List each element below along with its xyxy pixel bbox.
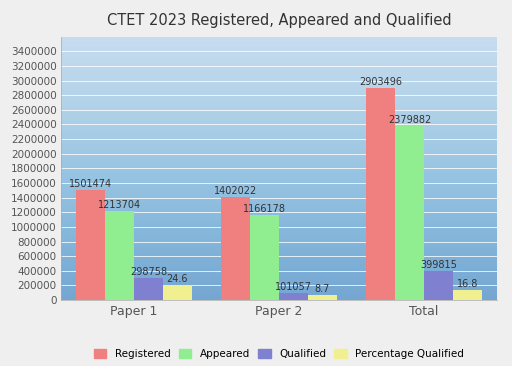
Bar xyxy=(163,285,192,300)
Text: 298758: 298758 xyxy=(130,267,167,277)
Text: 101057: 101057 xyxy=(275,282,312,292)
Bar xyxy=(279,293,308,300)
Bar xyxy=(453,290,482,300)
Text: 16.8: 16.8 xyxy=(457,279,478,289)
Text: 1402022: 1402022 xyxy=(214,186,257,197)
Text: 1166178: 1166178 xyxy=(243,204,286,214)
Bar xyxy=(250,215,279,300)
Title: CTET 2023 Registered, Appeared and Qualified: CTET 2023 Registered, Appeared and Quali… xyxy=(106,14,452,29)
Text: 2903496: 2903496 xyxy=(359,76,402,86)
Text: 24.6: 24.6 xyxy=(167,274,188,284)
Text: 1213704: 1213704 xyxy=(98,200,141,210)
Bar xyxy=(105,211,134,300)
Text: 8.7: 8.7 xyxy=(315,284,330,294)
Bar xyxy=(424,271,453,300)
Text: 399815: 399815 xyxy=(420,260,457,270)
Bar xyxy=(221,198,250,300)
Bar xyxy=(366,87,395,300)
Bar xyxy=(308,295,337,300)
Bar xyxy=(395,126,424,300)
Text: 2379882: 2379882 xyxy=(388,115,431,125)
Bar xyxy=(76,190,105,300)
Text: 1501474: 1501474 xyxy=(69,179,112,189)
Legend: Registered, Appeared, Qualified, Percentage Qualified: Registered, Appeared, Qualified, Percent… xyxy=(90,345,468,363)
Bar xyxy=(134,278,163,300)
